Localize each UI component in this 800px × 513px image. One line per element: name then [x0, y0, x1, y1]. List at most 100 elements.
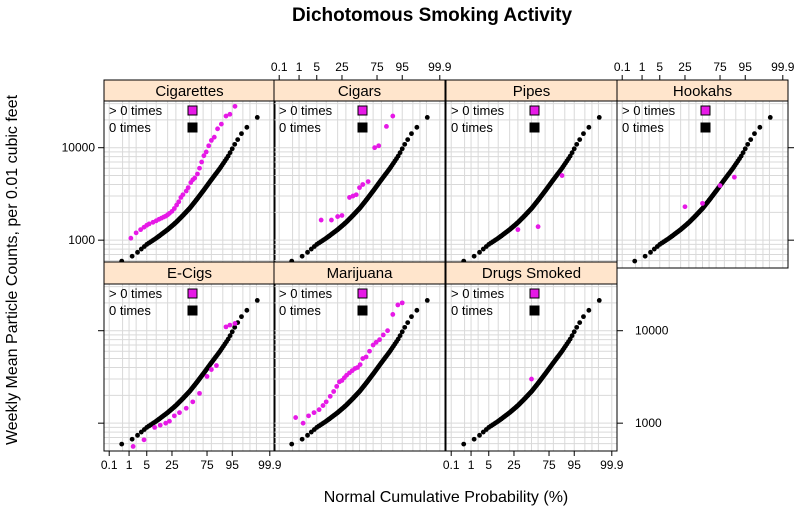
y-tick-label: 1000 [635, 416, 662, 430]
panel-e-cigs: E-Cigs > 0 times 0 times [103, 261, 276, 452]
data-point [471, 253, 477, 259]
panel-border [445, 283, 618, 452]
x-tick-label: 25 [507, 458, 521, 472]
strip-label: Drugs Smoked [482, 265, 581, 282]
data-point [399, 329, 405, 335]
series-zero-times [119, 298, 260, 447]
data-point [331, 389, 337, 394]
data-point [201, 153, 207, 159]
legend-label-zero: 0 times [109, 120, 151, 135]
legend-swatch-zero [357, 305, 368, 316]
data-point [745, 141, 751, 147]
x-tick-label: 0.1 [271, 60, 288, 74]
x-tick-label: 5 [143, 458, 150, 472]
series-zero-times [289, 115, 430, 264]
data-point [206, 143, 212, 149]
data-point [215, 126, 220, 132]
data-point [208, 367, 214, 372]
data-point [323, 399, 329, 405]
data-point [203, 149, 209, 155]
x-tick-label: 75 [370, 60, 384, 74]
strip-label: Hookahs [673, 83, 732, 100]
x-tick-label: 1 [296, 60, 303, 74]
data-point [569, 333, 575, 339]
data-point [399, 146, 405, 152]
panel-drugs-smoked: Drugs Smoked > 0 times 0 times [445, 261, 618, 452]
legend-swatch-gt0 [700, 105, 711, 116]
x-tick-label: 99.9 [428, 60, 452, 74]
legend-label-gt0: > 0 times [279, 103, 333, 118]
legend-swatch-gt0 [529, 288, 540, 299]
axes: 0.1 1 5 25 75 95 99.9 0.1 1 5 25 75 95 99.90.1 1 5 25 75 9… [62, 60, 795, 472]
data-point [399, 300, 405, 306]
data-point [377, 337, 382, 343]
data-point [752, 131, 757, 137]
data-point [232, 103, 238, 109]
data-point [384, 123, 389, 129]
data-point [163, 420, 169, 426]
x-tick-label: 5 [656, 60, 663, 74]
x-axis-label: Normal Cumulative Probability (%) [324, 489, 569, 506]
legend-label-gt0: > 0 times [279, 286, 333, 301]
legend-label-zero: 0 times [451, 303, 493, 318]
x-tick-label: 5 [313, 60, 320, 74]
legend-label-zero: 0 times [279, 303, 321, 318]
panel-grid [104, 101, 275, 269]
x-tick-label: 99.9 [600, 458, 624, 472]
series-gt0-times [529, 376, 534, 382]
data-point [223, 113, 229, 119]
panel-legend: > 0 times 0 times [109, 103, 198, 135]
panel-grid [446, 284, 617, 452]
panel-grid [104, 284, 275, 452]
x-tick-label: 25 [335, 60, 349, 74]
data-point [370, 342, 376, 348]
x-tick-label: 99.9 [771, 60, 795, 74]
strip-label: E-Cigs [167, 265, 212, 282]
data-point [414, 124, 420, 130]
data-point [204, 374, 210, 379]
data-point [581, 314, 586, 320]
data-point [146, 221, 152, 227]
data-point [119, 441, 125, 447]
data-point [300, 420, 306, 426]
panels: Cigarettes > 0 times 0 times Cigars > 0 time… [103, 79, 789, 452]
data-point [138, 227, 144, 233]
data-point [306, 413, 311, 419]
data-point [229, 146, 235, 152]
data-point [409, 131, 414, 137]
data-point [586, 307, 592, 313]
x-tick-label: 25 [165, 458, 179, 472]
data-point [299, 253, 305, 259]
data-point [357, 362, 363, 367]
legend-swatch-gt0 [187, 288, 198, 299]
x-tick-label: 95 [739, 60, 753, 74]
data-point [757, 124, 763, 130]
data-point [700, 200, 705, 206]
data-point [183, 405, 189, 411]
data-point [390, 113, 396, 119]
data-point [128, 235, 134, 241]
data-point [232, 324, 238, 330]
data-point [357, 185, 362, 191]
data-point [365, 179, 371, 184]
data-point [289, 441, 295, 447]
data-point [397, 150, 403, 156]
data-point [197, 390, 202, 396]
data-point [335, 214, 341, 219]
data-point [133, 230, 139, 236]
x-tick-label: 1 [126, 458, 133, 472]
legend-swatch-gt0 [357, 288, 368, 299]
data-point [190, 399, 196, 405]
data-point [130, 444, 136, 449]
data-point [254, 298, 260, 303]
data-point [305, 249, 310, 255]
panel-legend: > 0 times 0 times [451, 103, 540, 135]
data-point [461, 441, 467, 447]
y-tick-label: 10000 [62, 141, 96, 155]
panel-grid [617, 101, 788, 269]
data-point [424, 298, 430, 303]
panel-legend: > 0 times 0 times [622, 103, 711, 135]
data-point [244, 307, 250, 313]
data-point [682, 204, 688, 210]
x-tick-label: 5 [485, 458, 492, 472]
